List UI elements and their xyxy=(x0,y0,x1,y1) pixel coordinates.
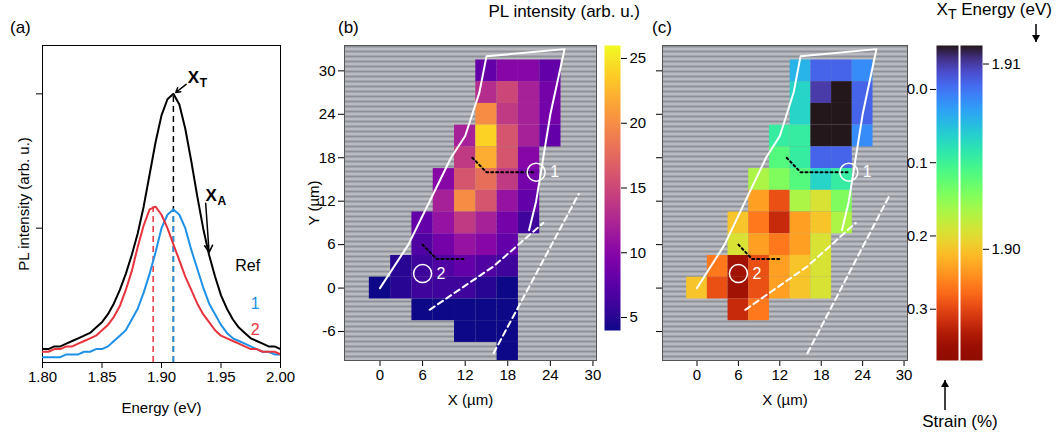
svg-text:2: 2 xyxy=(251,321,260,338)
svg-text:0: 0 xyxy=(327,279,335,296)
svg-text:24: 24 xyxy=(854,366,871,383)
html-text:XTEnergy (eV): XTEnergy (eV) xyxy=(936,0,1052,23)
svg-text:1.90: 1.90 xyxy=(992,240,1021,257)
svg-text:5: 5 xyxy=(630,308,638,325)
svg-text:2: 2 xyxy=(752,265,761,282)
svg-text:12: 12 xyxy=(771,366,788,383)
svg-text:12: 12 xyxy=(318,192,336,209)
svg-text:Ref: Ref xyxy=(235,257,260,274)
svg-text:1.80: 1.80 xyxy=(28,368,57,385)
svg-text:PL intensity (arb. u.): PL intensity (arb. u.) xyxy=(15,137,32,271)
html-text:PL intensity (arb. u.): PL intensity (arb. u.) xyxy=(488,2,640,21)
svg-text:0.2: 0.2 xyxy=(907,227,928,244)
svg-text:X (µm): X (µm) xyxy=(762,391,807,408)
svg-text:20: 20 xyxy=(630,114,647,131)
svg-text:X (µm): X (µm) xyxy=(448,391,493,408)
svg-text:30: 30 xyxy=(585,366,602,383)
svg-text:6: 6 xyxy=(418,366,426,383)
svg-text:0.0: 0.0 xyxy=(907,80,928,97)
svg-text:15: 15 xyxy=(630,179,647,196)
svg-text:30: 30 xyxy=(896,366,913,383)
svg-text:18: 18 xyxy=(813,366,830,383)
svg-text:0.1: 0.1 xyxy=(907,154,928,171)
svg-text:1: 1 xyxy=(251,295,260,312)
svg-text:Y (µm): Y (µm) xyxy=(305,180,322,225)
svg-text:A: A xyxy=(218,194,227,208)
svg-text:1: 1 xyxy=(550,163,559,180)
svg-text:6: 6 xyxy=(327,235,335,252)
svg-text:18: 18 xyxy=(319,149,336,166)
svg-text:24: 24 xyxy=(319,105,336,122)
svg-text:2: 2 xyxy=(437,265,446,282)
svg-text:1.91: 1.91 xyxy=(992,55,1021,72)
svg-text:T: T xyxy=(200,76,208,90)
svg-text:1.90: 1.90 xyxy=(147,368,176,385)
svg-text:18: 18 xyxy=(499,366,516,383)
html-text:(a): (a) xyxy=(10,18,31,37)
svg-text:1: 1 xyxy=(863,163,872,180)
svg-text:Energy (eV): Energy (eV) xyxy=(121,399,201,416)
svg-text:6: 6 xyxy=(734,366,742,383)
svg-text:0: 0 xyxy=(693,366,701,383)
svg-text:0.3: 0.3 xyxy=(907,300,928,317)
svg-text:0: 0 xyxy=(376,366,384,383)
svg-text:1.95: 1.95 xyxy=(206,368,235,385)
html-text:(c): (c) xyxy=(652,18,672,37)
svg-text:-6: -6 xyxy=(322,322,335,339)
svg-text:1.85: 1.85 xyxy=(87,368,116,385)
svg-text:2.00: 2.00 xyxy=(266,368,295,385)
svg-text:24: 24 xyxy=(542,366,559,383)
svg-text:X: X xyxy=(188,68,200,87)
svg-text:30: 30 xyxy=(319,62,336,79)
svg-text:10: 10 xyxy=(630,244,647,261)
svg-text:X: X xyxy=(206,186,218,205)
svg-text:25: 25 xyxy=(630,49,647,66)
svg-text:12: 12 xyxy=(457,366,474,383)
html-text:(b): (b) xyxy=(338,18,359,37)
html-text:Strain (%): Strain (%) xyxy=(922,412,998,431)
